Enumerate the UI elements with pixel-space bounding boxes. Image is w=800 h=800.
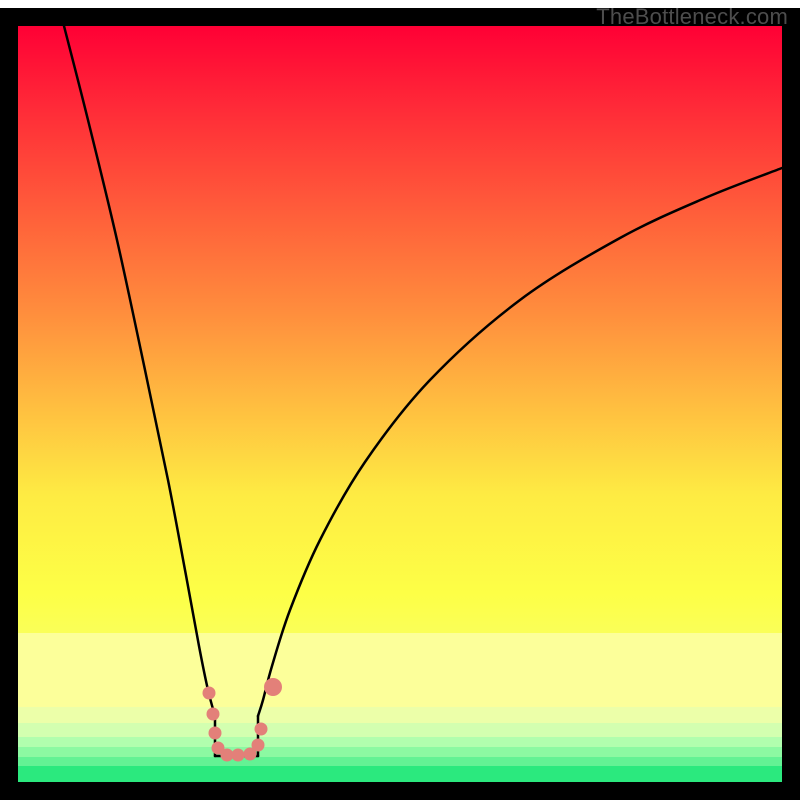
chart-frame: TheBottleneck.com — [0, 0, 800, 800]
watermark-text: TheBottleneck.com — [596, 4, 788, 30]
plot-border — [0, 8, 800, 800]
